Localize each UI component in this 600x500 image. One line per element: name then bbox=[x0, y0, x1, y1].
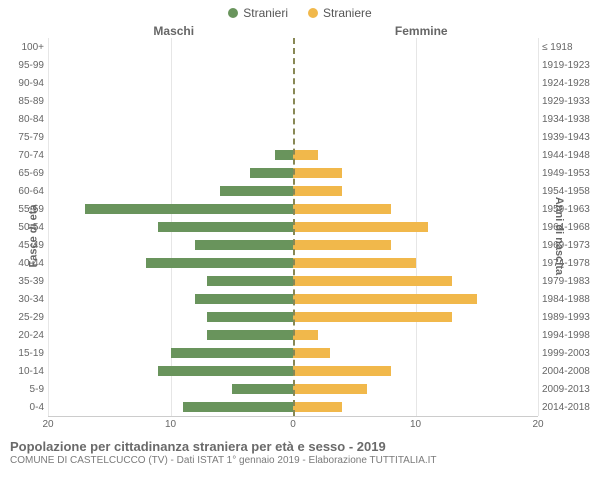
chart-title: Popolazione per cittadinanza straniera p… bbox=[10, 439, 590, 454]
age-label: 30-34 bbox=[4, 294, 44, 305]
age-label: 60-64 bbox=[4, 186, 44, 197]
footer: Popolazione per cittadinanza straniera p… bbox=[10, 439, 590, 466]
bar-female bbox=[293, 168, 342, 179]
x-tick-label: 10 bbox=[410, 419, 421, 430]
birth-year-label: 1949-1953 bbox=[542, 168, 596, 179]
birth-year-label: 1934-1938 bbox=[542, 114, 596, 125]
birth-year-label: 1974-1978 bbox=[542, 258, 596, 269]
center-divider bbox=[293, 38, 295, 416]
bar-female bbox=[293, 186, 342, 197]
column-headers: Maschi Femmine bbox=[0, 24, 600, 38]
bar-male bbox=[207, 330, 293, 341]
bar-female bbox=[293, 348, 330, 359]
bar-female bbox=[293, 384, 367, 395]
bar-female bbox=[293, 276, 452, 287]
birth-year-label: 1919-1923 bbox=[542, 60, 596, 71]
bar-male bbox=[183, 402, 293, 413]
bar-female bbox=[293, 150, 318, 161]
bar-male bbox=[158, 366, 293, 377]
age-label: 80-84 bbox=[4, 114, 44, 125]
chart-subtitle: COMUNE DI CASTELCUCCO (TV) - Dati ISTAT … bbox=[10, 455, 590, 466]
bar-male bbox=[171, 348, 294, 359]
x-tick-label: 10 bbox=[165, 419, 176, 430]
header-female: Femmine bbox=[298, 24, 600, 38]
bar-female bbox=[293, 258, 416, 269]
birth-year-label: 1999-2003 bbox=[542, 348, 596, 359]
birth-year-label: 1929-1933 bbox=[542, 96, 596, 107]
bar-female bbox=[293, 312, 452, 323]
birth-year-label: 2004-2008 bbox=[542, 366, 596, 377]
bar-female bbox=[293, 402, 342, 413]
bar-male bbox=[195, 240, 293, 251]
bar-male bbox=[207, 312, 293, 323]
legend-swatch-female bbox=[308, 8, 318, 18]
age-label: 85-89 bbox=[4, 96, 44, 107]
legend-label-female: Straniere bbox=[323, 6, 372, 20]
age-label: 55-59 bbox=[4, 204, 44, 215]
bar-male bbox=[158, 222, 293, 233]
birth-year-label: 2014-2018 bbox=[542, 402, 596, 413]
age-label: 35-39 bbox=[4, 276, 44, 287]
birth-year-label: 1959-1963 bbox=[542, 204, 596, 215]
birth-year-label: 2009-2013 bbox=[542, 384, 596, 395]
bar-female bbox=[293, 330, 318, 341]
age-label: 65-69 bbox=[4, 168, 44, 179]
header-male: Maschi bbox=[0, 24, 298, 38]
age-label: 70-74 bbox=[4, 150, 44, 161]
legend-item-female: Straniere bbox=[308, 6, 372, 20]
bar-female bbox=[293, 222, 428, 233]
age-label: 15-19 bbox=[4, 348, 44, 359]
bar-female bbox=[293, 366, 391, 377]
bar-male bbox=[146, 258, 293, 269]
age-label: 95-99 bbox=[4, 60, 44, 71]
legend-swatch-male bbox=[228, 8, 238, 18]
age-label: 25-29 bbox=[4, 312, 44, 323]
age-label: 40-44 bbox=[4, 258, 44, 269]
chart: Fasce di età Anni di nascita 100+≤ 19189… bbox=[0, 38, 600, 433]
bar-male bbox=[220, 186, 294, 197]
age-label: 100+ bbox=[4, 42, 44, 53]
gridline bbox=[538, 38, 539, 416]
birth-year-label: 1994-1998 bbox=[542, 330, 596, 341]
bar-male bbox=[250, 168, 293, 179]
bar-female bbox=[293, 240, 391, 251]
birth-year-label: 1924-1928 bbox=[542, 78, 596, 89]
birth-year-label: 1979-1983 bbox=[542, 276, 596, 287]
bar-female bbox=[293, 204, 391, 215]
birth-year-label: 1939-1943 bbox=[542, 132, 596, 143]
legend-item-male: Stranieri bbox=[228, 6, 288, 20]
x-tick-label: 0 bbox=[290, 419, 296, 430]
legend: Stranieri Straniere bbox=[0, 0, 600, 20]
birth-year-label: 1944-1948 bbox=[542, 150, 596, 161]
x-tick-label: 20 bbox=[532, 419, 543, 430]
birth-year-label: 1964-1968 bbox=[542, 222, 596, 233]
birth-year-label: 1954-1958 bbox=[542, 186, 596, 197]
age-label: 10-14 bbox=[4, 366, 44, 377]
birth-year-label: 1989-1993 bbox=[542, 312, 596, 323]
bar-female bbox=[293, 294, 477, 305]
age-label: 20-24 bbox=[4, 330, 44, 341]
age-label: 45-49 bbox=[4, 240, 44, 251]
legend-label-male: Stranieri bbox=[243, 6, 288, 20]
age-label: 50-54 bbox=[4, 222, 44, 233]
birth-year-label: ≤ 1918 bbox=[542, 42, 596, 53]
plot-area: 100+≤ 191895-991919-192390-941924-192885… bbox=[48, 38, 538, 417]
x-tick-label: 20 bbox=[42, 419, 53, 430]
age-label: 90-94 bbox=[4, 78, 44, 89]
bar-male bbox=[195, 294, 293, 305]
bar-male bbox=[207, 276, 293, 287]
bar-male bbox=[232, 384, 293, 395]
bar-male bbox=[275, 150, 293, 161]
age-label: 0-4 bbox=[4, 402, 44, 413]
bar-male bbox=[85, 204, 293, 215]
birth-year-label: 1984-1988 bbox=[542, 294, 596, 305]
age-label: 5-9 bbox=[4, 384, 44, 395]
birth-year-label: 1969-1973 bbox=[542, 240, 596, 251]
age-label: 75-79 bbox=[4, 132, 44, 143]
x-axis: 201001020 bbox=[48, 417, 538, 433]
